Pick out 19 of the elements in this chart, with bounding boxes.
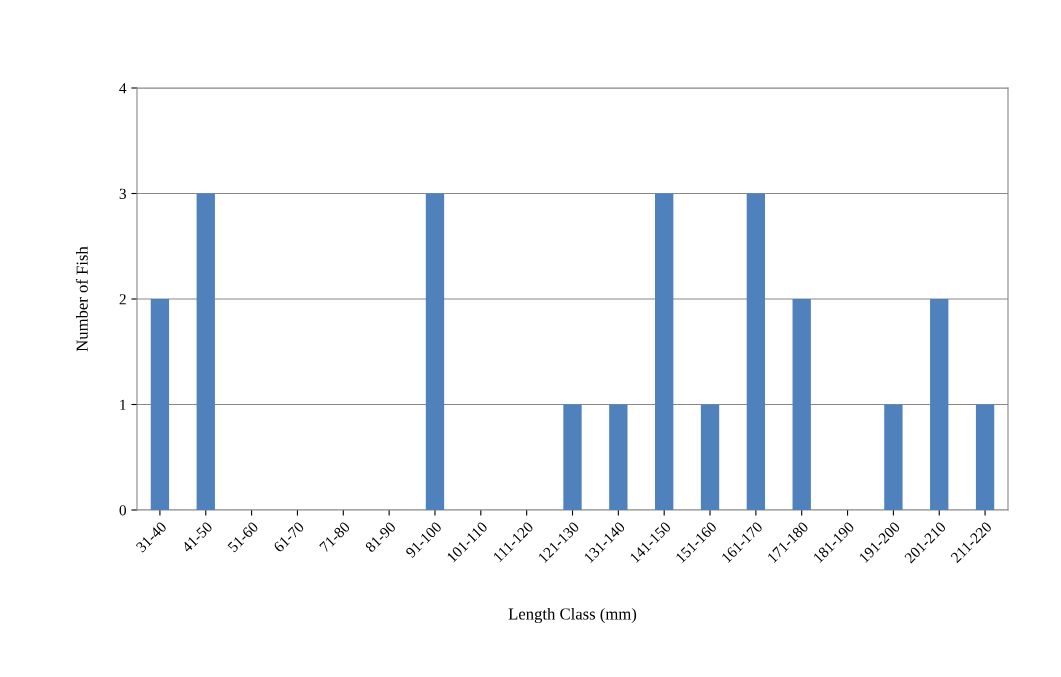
y-tick-label: 0 — [119, 505, 126, 516]
y-tick-label: 2 — [119, 294, 126, 305]
bar — [609, 404, 628, 510]
y-tick-label: 1 — [120, 399, 126, 410]
bar — [930, 299, 949, 510]
bar — [746, 193, 766, 510]
bar — [425, 193, 445, 510]
x-axis-title: Length Class (mm) — [508, 607, 637, 624]
bar — [563, 404, 582, 510]
bar — [792, 299, 811, 510]
y-axis-title: Number of Fish — [75, 246, 88, 352]
bar — [150, 299, 170, 510]
y-tick-label: 4 — [119, 83, 127, 94]
bar — [196, 193, 215, 510]
bar — [655, 193, 674, 510]
bar — [700, 404, 720, 510]
bar — [975, 404, 995, 510]
y-tick-label: 3 — [119, 188, 126, 199]
bar — [884, 404, 903, 510]
